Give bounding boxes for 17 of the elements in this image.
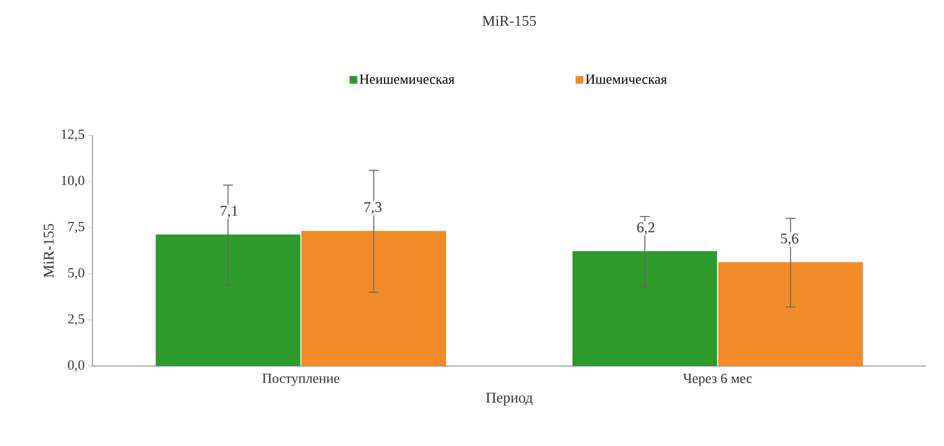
x-tick-label: Через 6 мес <box>683 374 752 386</box>
y-axis-title: MiR-155 <box>44 224 54 278</box>
data-label: 5,6 <box>781 234 798 246</box>
legend-label: Ишемическая <box>586 74 667 84</box>
legend-label: Неишемическая <box>360 74 454 84</box>
y-tick-label: 5,0 <box>68 268 84 280</box>
data-label: 6,2 <box>637 222 654 235</box>
chart-title: MiR-155 <box>482 16 536 26</box>
x-axis-title: Период <box>486 392 533 406</box>
y-tick-label: 0,0 <box>68 360 84 372</box>
y-tick-label: 12,5 <box>62 130 84 142</box>
data-label: 7,1 <box>220 206 238 218</box>
data-label: 7,3 <box>364 202 382 214</box>
y-tick-label: 2,5 <box>68 314 84 326</box>
y-tick-label: 7,5 <box>68 222 84 234</box>
x-tick-label: Поступление <box>262 374 340 386</box>
y-tick-label: 10,0 <box>62 176 84 188</box>
